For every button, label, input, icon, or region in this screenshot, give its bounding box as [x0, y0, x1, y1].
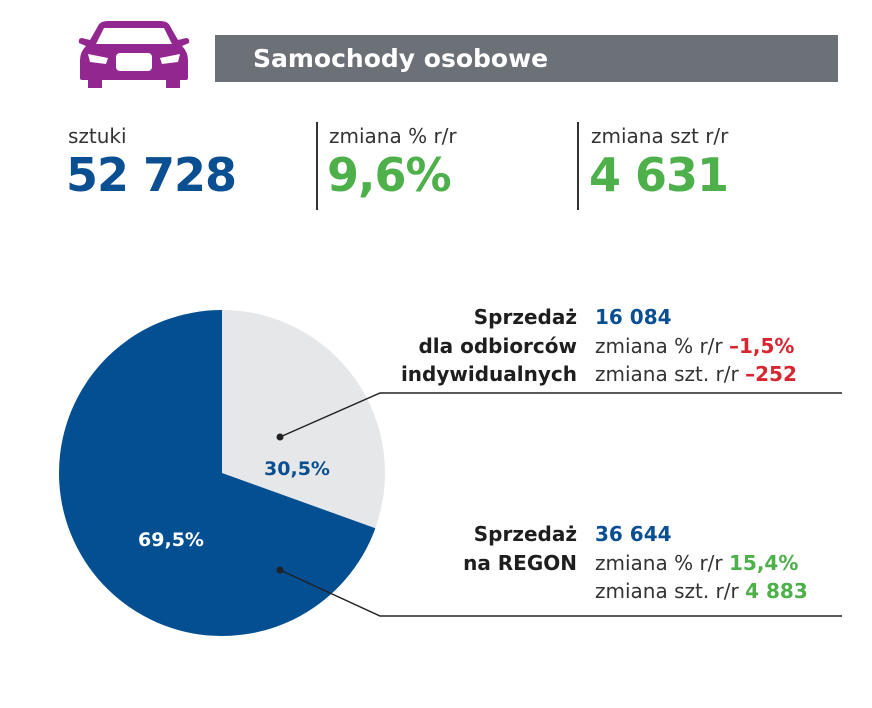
unit-change-value: 4 883 — [745, 579, 808, 603]
divider — [577, 122, 579, 210]
callout-title-line: Sprzedaż — [473, 305, 577, 329]
units-value: 36 644 — [595, 522, 672, 546]
callout-dot-regon — [276, 566, 284, 574]
divider — [316, 122, 318, 210]
stat-label-pct-change: zmiana % r/r — [329, 124, 457, 148]
stat-label-unit-change: zmiana szt r/r — [591, 124, 729, 148]
callout-title-line: Sprzedaż — [473, 522, 577, 546]
callout-dot-individual — [276, 433, 284, 441]
pie-chart: 30,5% 69,5% — [58, 310, 842, 636]
slice-label-individual: 30,5% — [264, 458, 330, 480]
callout-title-line: indywidualnych — [400, 362, 577, 386]
pct-change-label: zmiana % r/r — [595, 550, 723, 575]
callout-title-individual: Sprzedaż dla odbiorców indywidualnych — [401, 303, 577, 389]
callout-line-individual — [279, 392, 842, 438]
callout-title-regon: Sprzedaż na REGON — [463, 520, 577, 577]
pct-change-value: –1,5% — [729, 333, 795, 358]
callout-title-line: na REGON — [463, 550, 577, 575]
pie-slice-individual — [222, 310, 385, 529]
stat-value-pct-change: 9,6% — [327, 148, 452, 202]
callout-line-regon — [279, 569, 842, 617]
callout-values-individual: 16 084 zmiana % r/r –1,5% zmiana szt. r/… — [595, 303, 797, 389]
title-bar: Samochody osobowe — [215, 35, 838, 82]
slice-label-regon: 69,5% — [138, 529, 204, 551]
callout-title-line: dla odbiorców — [418, 333, 577, 358]
unit-change-label: zmiana szt. r/r — [595, 579, 739, 603]
pie-slice-regon — [58, 310, 376, 636]
stat-value-units: 52 728 — [66, 148, 237, 202]
units-value: 16 084 — [595, 305, 672, 329]
car-icon — [78, 21, 190, 88]
unit-change-label: zmiana szt. r/r — [595, 362, 739, 386]
stat-value-unit-change: 4 631 — [589, 148, 729, 202]
callout-values-regon: 36 644 zmiana % r/r 15,4% zmiana szt. r/… — [595, 520, 808, 606]
unit-change-value: –252 — [745, 362, 797, 386]
page-title: Samochody osobowe — [253, 44, 549, 73]
stat-label-units: sztuki — [68, 124, 127, 148]
pct-change-label: zmiana % r/r — [595, 333, 723, 358]
pct-change-value: 15,4% — [729, 550, 799, 575]
